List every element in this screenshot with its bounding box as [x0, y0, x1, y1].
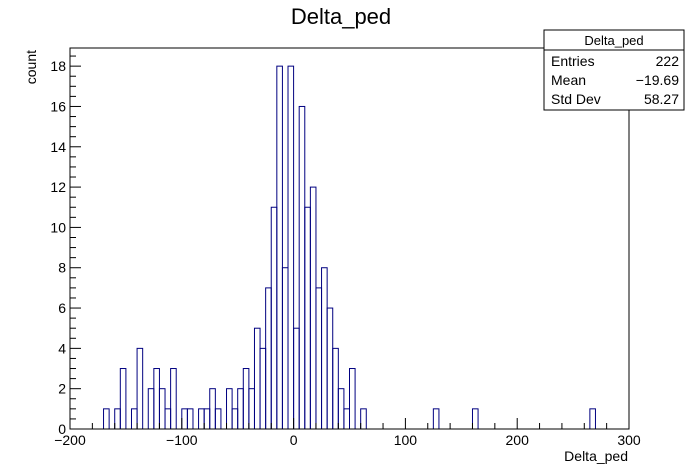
histogram-bar [471, 408, 479, 430]
y-tick-label: 18 [50, 58, 66, 74]
chart-title: Delta_ped [291, 4, 391, 29]
stats-box: Delta_ped Entries 222 Mean −19.69 Std De… [543, 29, 685, 111]
histogram-bar [203, 408, 211, 430]
histogram-bar [242, 368, 250, 430]
y-tick-label: 4 [58, 340, 66, 356]
y-axis-label: count [23, 50, 39, 84]
stats-box-frame [543, 29, 685, 111]
y-axis: 0 2 4 6 8 10 12 14 16 18 [50, 55, 81, 437]
histogram-bar [321, 267, 328, 430]
histogram-bar [226, 388, 233, 430]
histogram-bar [276, 65, 283, 430]
histogram-bar [147, 388, 155, 430]
histogram-bars [103, 65, 596, 430]
x-tick-label: −200 [54, 432, 86, 448]
histogram-bar [181, 408, 188, 430]
y-tick-label: 14 [50, 139, 66, 155]
histogram-bar [332, 347, 339, 430]
histogram-bar [198, 408, 205, 430]
histogram-bar [304, 206, 311, 430]
x-tick-label: 0 [290, 432, 298, 448]
stats-mean-label: Mean [551, 72, 586, 88]
x-tick-label: 200 [506, 432, 530, 448]
histogram-bar [136, 347, 144, 430]
histogram-bar [164, 408, 172, 430]
x-tick-label: −100 [166, 432, 198, 448]
x-axis-label: Delta_ped [564, 448, 628, 464]
histogram-bar [214, 408, 222, 430]
histogram-bar [337, 388, 345, 430]
histogram-bar [349, 368, 356, 430]
y-tick-label: 16 [50, 98, 66, 114]
x-tick-label: 100 [394, 432, 418, 448]
histogram-bar [287, 65, 295, 430]
histogram-bar [432, 408, 440, 430]
plot-frame [69, 47, 630, 430]
stats-mean-value: −19.69 [636, 72, 679, 88]
y-tick-label: 10 [50, 219, 66, 235]
histogram-bar [343, 408, 351, 430]
histogram-bar [158, 388, 166, 430]
histogram-bar [326, 307, 334, 430]
histogram-bar [360, 408, 367, 430]
y-tick-label: 12 [50, 179, 66, 195]
x-tick-label: 300 [617, 432, 641, 448]
stats-entries-value: 222 [656, 53, 680, 69]
histogram-bar [186, 408, 194, 430]
histogram-bar [119, 368, 127, 430]
y-tick-label: 8 [58, 260, 66, 276]
histogram-bar [209, 388, 216, 430]
histogram-bar [253, 327, 261, 430]
stats-stddev-label: Std Dev [551, 91, 601, 107]
histogram-bar [309, 186, 317, 430]
histogram-bar [130, 408, 138, 430]
y-tick-label: 2 [58, 381, 66, 397]
histogram-bar [231, 408, 239, 430]
histogram-bar [114, 408, 121, 430]
y-tick-label: 6 [58, 300, 66, 316]
histogram-bar [293, 327, 300, 430]
stats-entries-label: Entries [551, 53, 595, 69]
histogram-bar [248, 388, 255, 430]
x-axis: −200 −100 0 100 200 300 [54, 418, 641, 448]
histogram-bar [237, 388, 244, 430]
histogram-bar [259, 347, 267, 430]
histogram-bar [265, 287, 272, 430]
stats-box-title: Delta_ped [584, 33, 643, 48]
y-tick-label: 0 [58, 421, 66, 437]
histogram-bar [315, 287, 323, 430]
histogram-bar [589, 408, 596, 430]
histogram-bar [153, 368, 160, 430]
histogram-bar [170, 368, 177, 430]
histogram-bar [298, 105, 306, 430]
histogram-bar [103, 408, 110, 430]
stats-stddev-value: 58.27 [644, 91, 679, 107]
histogram-bar [281, 267, 289, 430]
histogram-bar [270, 206, 278, 430]
